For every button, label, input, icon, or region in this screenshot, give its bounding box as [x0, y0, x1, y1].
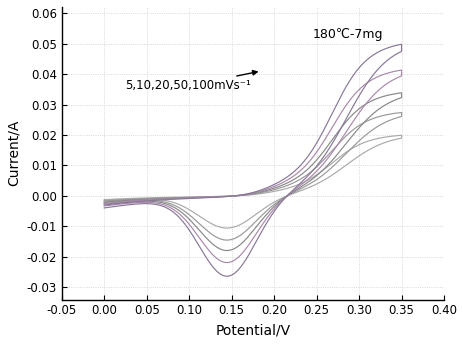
Text: 180℃-7mg: 180℃-7mg	[312, 28, 382, 41]
Y-axis label: Current/A: Current/A	[7, 120, 21, 186]
Text: 5,10,20,50,100mVs⁻¹: 5,10,20,50,100mVs⁻¹	[125, 71, 257, 92]
X-axis label: Potential/V: Potential/V	[215, 323, 290, 337]
